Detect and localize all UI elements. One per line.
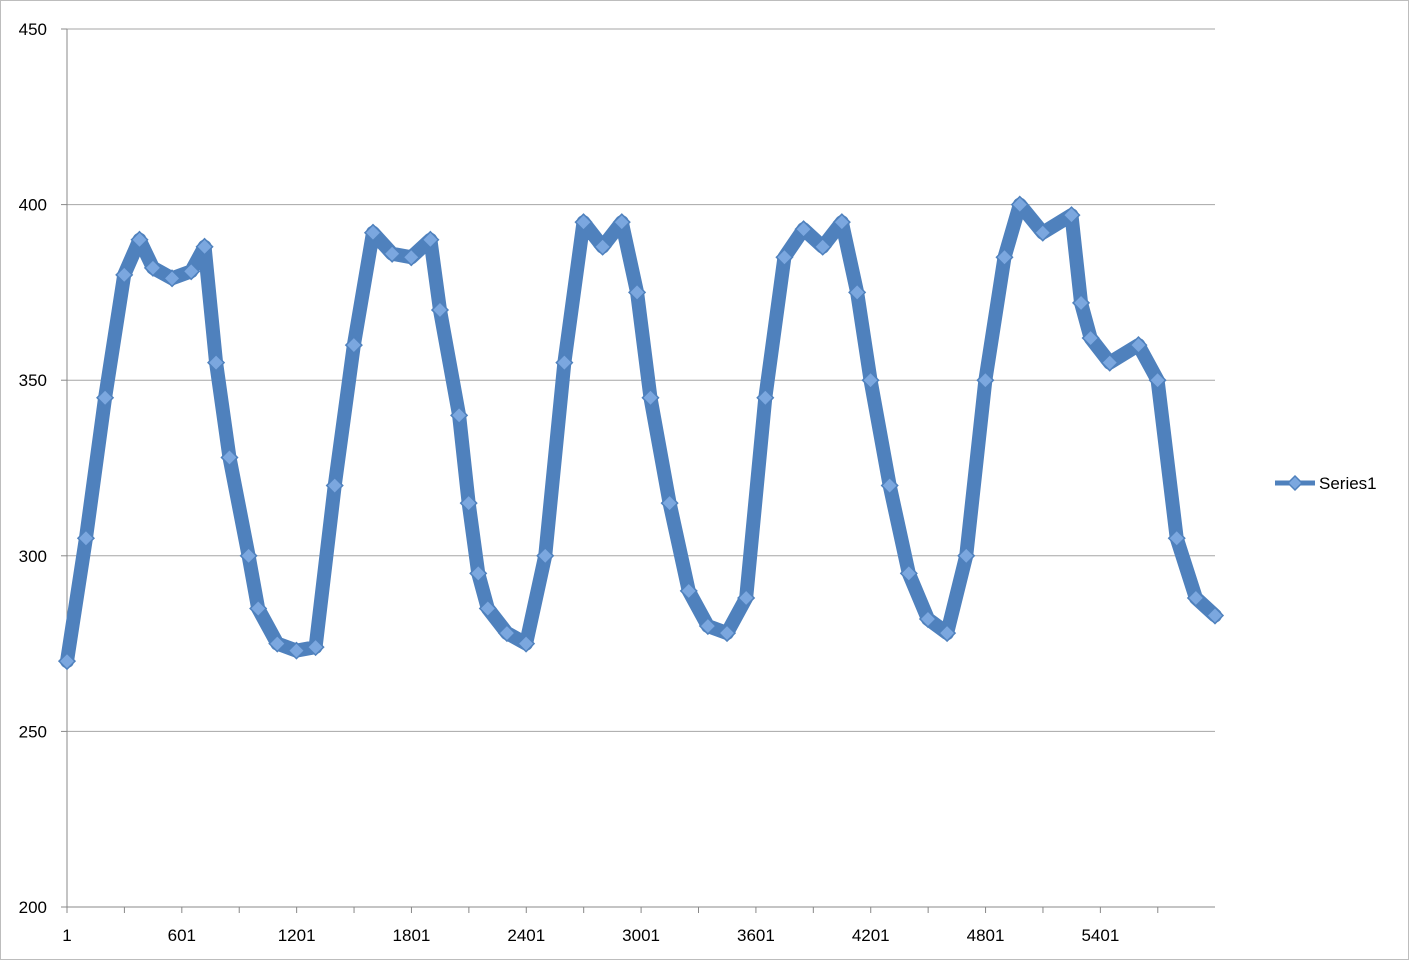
data-point bbox=[1186, 588, 1205, 608]
data-point bbox=[478, 599, 497, 618]
data-point bbox=[143, 258, 162, 277]
data-point bbox=[813, 237, 832, 256]
y-tick-label: 450 bbox=[19, 20, 47, 39]
data-point bbox=[848, 283, 867, 302]
data-point bbox=[775, 248, 794, 267]
data-point bbox=[1081, 328, 1100, 348]
data-point bbox=[268, 634, 287, 653]
data-point bbox=[717, 624, 737, 643]
data-point bbox=[938, 624, 957, 643]
series-group bbox=[57, 195, 1225, 671]
data-point bbox=[383, 244, 402, 263]
y-tick-label: 250 bbox=[19, 722, 47, 741]
data-point bbox=[287, 641, 306, 660]
data-point bbox=[995, 248, 1014, 267]
data-point bbox=[450, 406, 469, 425]
data-point bbox=[469, 564, 488, 583]
data-point bbox=[1062, 206, 1081, 225]
x-tick-label: 3601 bbox=[737, 926, 775, 945]
x-tick-label: 4201 bbox=[852, 926, 890, 945]
data-point bbox=[1205, 606, 1225, 625]
data-point bbox=[1100, 353, 1119, 372]
data-point bbox=[459, 494, 478, 513]
data-point bbox=[899, 564, 918, 583]
legend-marker-swatch bbox=[1286, 474, 1304, 492]
y-tick-label: 300 bbox=[19, 547, 47, 566]
data-point bbox=[660, 494, 679, 513]
x-tick-label: 601 bbox=[168, 926, 196, 945]
data-point bbox=[641, 388, 660, 407]
data-point bbox=[861, 371, 880, 390]
y-tick-label: 200 bbox=[19, 898, 47, 917]
legend-label: Series1 bbox=[1319, 474, 1377, 493]
series-line-0 bbox=[60, 197, 1222, 669]
x-tick-label: 1 bbox=[62, 926, 71, 945]
data-point bbox=[536, 546, 555, 565]
data-point bbox=[207, 353, 226, 372]
data-point bbox=[517, 634, 536, 653]
data-point bbox=[832, 213, 851, 232]
data-point bbox=[96, 388, 115, 407]
data-point bbox=[497, 624, 517, 643]
data-point bbox=[794, 220, 813, 239]
data-point bbox=[421, 230, 440, 249]
data-point bbox=[957, 546, 976, 565]
data-point bbox=[1071, 293, 1091, 312]
data-point bbox=[1167, 529, 1186, 548]
data-point bbox=[306, 638, 325, 657]
data-point bbox=[1010, 195, 1029, 214]
data-point bbox=[325, 476, 344, 495]
x-tick-label: 2401 bbox=[507, 926, 545, 945]
x-tick-label: 1201 bbox=[278, 926, 316, 945]
data-point bbox=[628, 283, 647, 302]
data-point bbox=[880, 476, 899, 495]
data-point bbox=[130, 230, 149, 249]
data-point bbox=[363, 223, 383, 242]
data-point bbox=[430, 300, 450, 320]
data-point bbox=[679, 581, 698, 600]
data-point bbox=[239, 546, 258, 565]
data-point bbox=[574, 213, 593, 232]
data-point bbox=[1148, 371, 1167, 390]
data-point bbox=[976, 371, 995, 390]
data-point bbox=[1129, 336, 1148, 355]
data-point bbox=[918, 609, 938, 629]
axes bbox=[66, 29, 1215, 908]
data-point bbox=[182, 262, 201, 281]
data-point bbox=[1033, 223, 1052, 242]
legend: Series1 bbox=[1275, 474, 1377, 493]
data-point bbox=[162, 269, 182, 288]
gridlines bbox=[67, 28, 1215, 732]
data-point bbox=[402, 248, 421, 267]
x-tick-label: 3001 bbox=[622, 926, 660, 945]
data-point bbox=[220, 448, 239, 467]
x-tick-label: 1801 bbox=[393, 926, 431, 945]
x-axis-ticks: 1 601 1201 1801 2401 3001 3601 4201 4801 5401 bbox=[62, 907, 1159, 945]
data-point bbox=[344, 336, 363, 355]
x-tick-label: 5401 bbox=[1081, 926, 1119, 945]
y-tick-label: 350 bbox=[19, 371, 47, 390]
data-point bbox=[698, 616, 717, 636]
data-point bbox=[195, 237, 214, 256]
data-point bbox=[593, 237, 612, 256]
data-point bbox=[737, 588, 756, 608]
data-point bbox=[249, 599, 268, 618]
data-point bbox=[76, 529, 96, 548]
data-point bbox=[555, 353, 574, 372]
y-tick-label: 400 bbox=[19, 196, 47, 215]
y-axis-ticks: 200 250 300 350 400 450 bbox=[19, 20, 67, 917]
data-point bbox=[57, 652, 77, 671]
data-point bbox=[612, 213, 631, 232]
x-tick-label: 4801 bbox=[967, 926, 1005, 945]
data-point bbox=[756, 388, 775, 407]
data-point bbox=[115, 265, 134, 284]
